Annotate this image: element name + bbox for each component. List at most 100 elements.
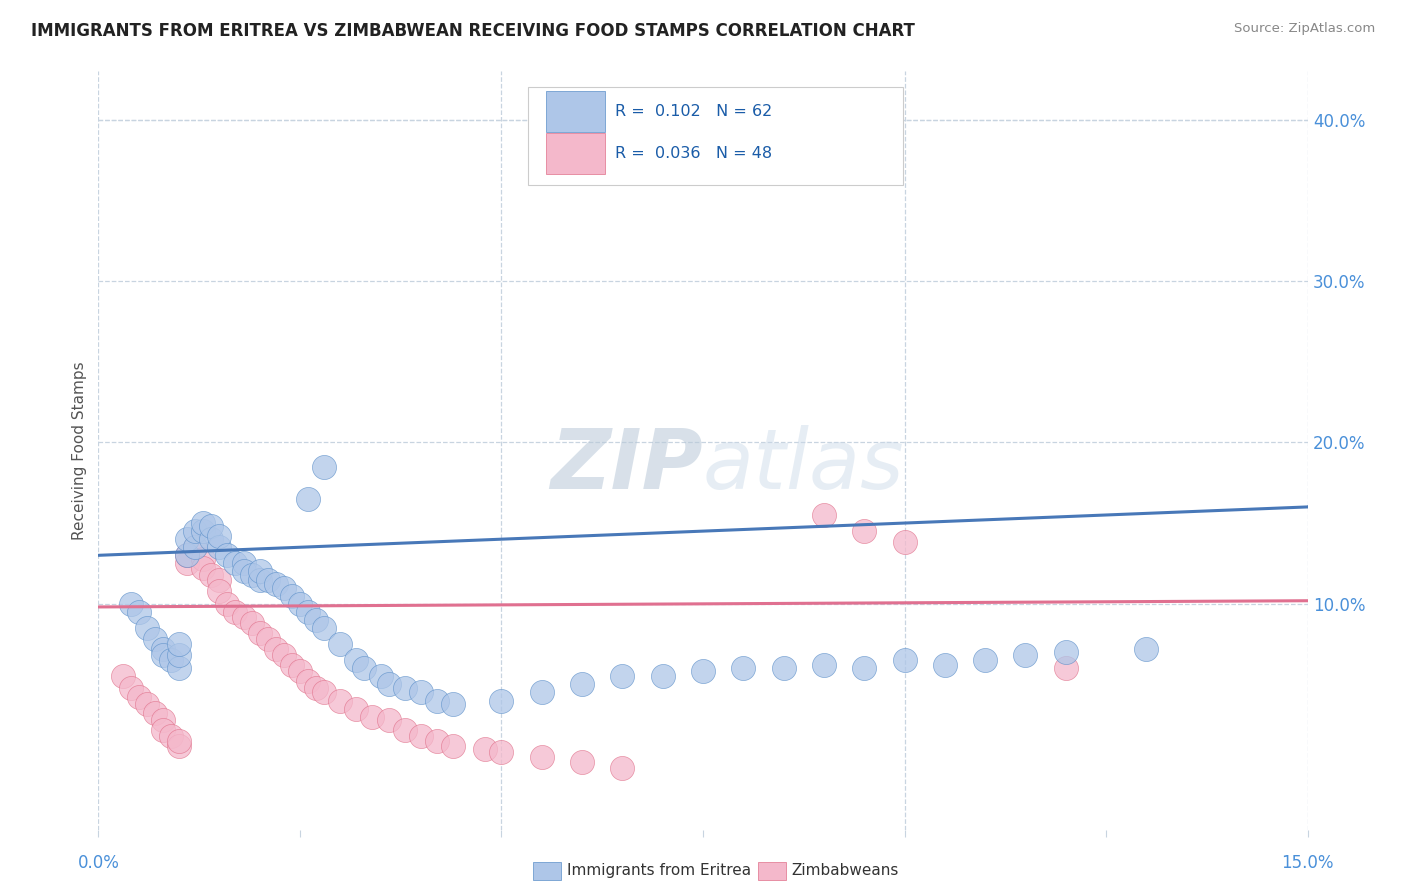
Point xyxy=(692,665,714,679)
Point xyxy=(200,532,222,546)
Point xyxy=(530,750,553,764)
Point xyxy=(217,597,239,611)
Point xyxy=(249,573,271,587)
Point xyxy=(297,674,319,689)
Point xyxy=(297,491,319,506)
Point xyxy=(571,755,593,769)
Y-axis label: Receiving Food Stamps: Receiving Food Stamps xyxy=(72,361,87,540)
Point xyxy=(135,621,157,635)
Point xyxy=(934,658,956,673)
Point xyxy=(273,648,295,663)
Point xyxy=(426,693,449,707)
Text: Source: ZipAtlas.com: Source: ZipAtlas.com xyxy=(1234,22,1375,36)
Point xyxy=(474,742,496,756)
Point xyxy=(176,549,198,563)
Point xyxy=(167,734,190,748)
Point xyxy=(120,681,142,695)
Point xyxy=(612,669,634,683)
Point xyxy=(143,706,166,721)
Point xyxy=(184,541,207,555)
Point xyxy=(344,653,367,667)
Point xyxy=(377,713,399,727)
FancyBboxPatch shape xyxy=(546,91,605,132)
Point xyxy=(160,653,183,667)
Point xyxy=(853,524,876,538)
Point xyxy=(176,532,198,546)
Point xyxy=(813,658,835,673)
Point xyxy=(853,661,876,675)
Point xyxy=(893,535,915,549)
Point xyxy=(813,508,835,522)
Text: R =  0.036   N = 48: R = 0.036 N = 48 xyxy=(614,145,772,161)
Point xyxy=(264,577,287,591)
Point xyxy=(256,632,278,647)
Point xyxy=(184,541,207,555)
Point xyxy=(160,729,183,743)
Point xyxy=(612,761,634,775)
Point xyxy=(491,745,513,759)
Point xyxy=(353,661,375,675)
Point xyxy=(344,701,367,715)
Point xyxy=(1135,641,1157,656)
Point xyxy=(1054,661,1077,675)
Text: Zimbabweans: Zimbabweans xyxy=(792,863,898,878)
Point xyxy=(305,613,328,627)
Point xyxy=(224,557,246,571)
Point xyxy=(1014,648,1036,663)
Point xyxy=(208,529,231,543)
Point xyxy=(208,583,231,598)
Point xyxy=(288,597,311,611)
Point xyxy=(208,573,231,587)
Point xyxy=(208,541,231,555)
Point xyxy=(249,565,271,579)
Point xyxy=(200,519,222,533)
Point xyxy=(394,681,416,695)
FancyBboxPatch shape xyxy=(527,87,903,186)
Text: Immigrants from Eritrea: Immigrants from Eritrea xyxy=(567,863,751,878)
Point xyxy=(370,669,392,683)
Point xyxy=(135,697,157,711)
Point xyxy=(426,734,449,748)
Point xyxy=(571,677,593,691)
Point xyxy=(256,573,278,587)
Text: 0.0%: 0.0% xyxy=(77,854,120,871)
Point xyxy=(329,693,352,707)
Point xyxy=(409,729,432,743)
Point xyxy=(1054,645,1077,659)
Point xyxy=(409,685,432,699)
Point xyxy=(152,723,174,737)
Point xyxy=(232,609,254,624)
Point xyxy=(143,632,166,647)
Point xyxy=(264,641,287,656)
Text: atlas: atlas xyxy=(703,425,904,506)
Text: IMMIGRANTS FROM ERITREA VS ZIMBABWEAN RECEIVING FOOD STAMPS CORRELATION CHART: IMMIGRANTS FROM ERITREA VS ZIMBABWEAN RE… xyxy=(31,22,915,40)
Point xyxy=(240,616,263,631)
Point xyxy=(232,565,254,579)
Point xyxy=(329,637,352,651)
Point xyxy=(167,739,190,753)
Point xyxy=(377,677,399,691)
Point xyxy=(314,621,336,635)
Point xyxy=(128,690,150,705)
Point xyxy=(651,669,673,683)
Point xyxy=(249,625,271,640)
Point xyxy=(152,641,174,656)
Point xyxy=(893,653,915,667)
Point xyxy=(152,713,174,727)
Point xyxy=(394,723,416,737)
Point xyxy=(193,561,215,575)
Point xyxy=(232,557,254,571)
Point xyxy=(128,605,150,619)
Point xyxy=(491,693,513,707)
Point xyxy=(441,697,464,711)
Point xyxy=(361,709,384,723)
Point xyxy=(297,605,319,619)
Point xyxy=(305,681,328,695)
Point xyxy=(441,739,464,753)
Point xyxy=(314,459,336,474)
Point xyxy=(152,648,174,663)
Point xyxy=(120,597,142,611)
Point xyxy=(193,551,215,566)
Point xyxy=(974,653,997,667)
Text: R =  0.102   N = 62: R = 0.102 N = 62 xyxy=(614,104,772,120)
